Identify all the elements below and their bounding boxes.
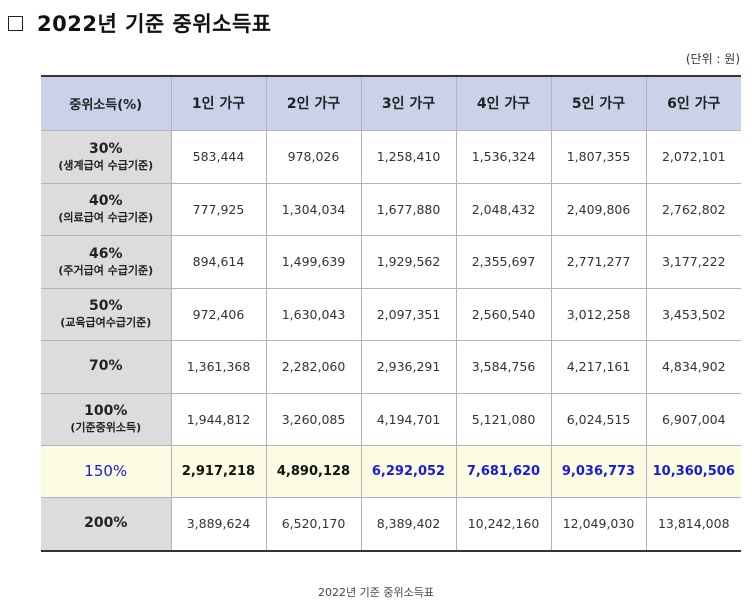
- table-cell: 3,177,222: [646, 235, 741, 289]
- table-cell: 3,889,624: [171, 497, 267, 552]
- table-cell: 7,681,620: [456, 445, 552, 498]
- row-label: 150%: [41, 445, 172, 498]
- table-cell: 972,406: [171, 288, 267, 341]
- table-cell: 4,217,161: [551, 340, 647, 394]
- table-cell: 894,614: [171, 235, 267, 289]
- table-cell: 3,584,756: [456, 340, 552, 394]
- table-row-40: 40% (의료급여 수급기준) 777,925 1,304,034 1,677,…: [41, 183, 741, 236]
- table-cell: 2,917,218: [171, 445, 267, 498]
- row-label: 46% (주거급여 수급기준): [41, 235, 172, 289]
- row-label: 70%: [41, 340, 172, 394]
- table-cell: 2,072,101: [646, 130, 741, 184]
- row-pct: 200%: [84, 515, 128, 532]
- table-cell: 5,121,080: [456, 393, 552, 446]
- table-cell: 2,355,697: [456, 235, 552, 289]
- table-cell: 10,242,160: [456, 497, 552, 552]
- row-label: 30% (생계급여 수급기준): [41, 130, 172, 184]
- row-pct: 50%: [88, 298, 123, 314]
- row-desc: (주거급여 수급기준): [58, 263, 154, 277]
- table-header-row: 중위소득(%) 1인 가구 2인 가구 3인 가구 4인 가구 5인 가구 6인…: [41, 76, 741, 131]
- table-cell: 2,409,806: [551, 183, 647, 236]
- table-cell: 3,012,258: [551, 288, 647, 341]
- row-pct: 70%: [88, 358, 123, 374]
- table-cell: 1,630,043: [266, 288, 362, 341]
- table-row-200: 200% 3,889,624 6,520,170 8,389,402 10,24…: [41, 497, 741, 552]
- table-cell: 4,834,902: [646, 340, 741, 394]
- table-row-46: 46% (주거급여 수급기준) 894,614 1,499,639 1,929,…: [41, 235, 741, 289]
- row-pct: 40%: [88, 193, 123, 209]
- title-text: 2022년 기준 중위소득표: [37, 12, 272, 36]
- table-cell: 1,929,562: [361, 235, 457, 289]
- row-label: 200%: [41, 497, 172, 552]
- row-desc: (의료급여 수급기준): [58, 211, 154, 224]
- header-4-person: 4인 가구: [456, 76, 552, 131]
- table-cell: 6,024,515: [551, 393, 647, 446]
- table-cell: 6,292,052: [361, 445, 457, 498]
- page-title: 2022년 기준 중위소득표: [8, 8, 272, 38]
- table-cell: 978,026: [266, 130, 362, 184]
- table-cell: 13,814,008: [646, 497, 741, 552]
- table-row-50: 50% (교육급여수급기준) 972,406 1,630,043 2,097,3…: [41, 288, 741, 341]
- table-cell: 1,677,880: [361, 183, 457, 236]
- row-label: 40% (의료급여 수급기준): [41, 183, 172, 236]
- table-cell: 10,360,506: [646, 445, 741, 498]
- header-5-person: 5인 가구: [551, 76, 647, 131]
- row-pct: 30%: [88, 140, 123, 157]
- table-cell: 1,499,639: [266, 235, 362, 289]
- table-row-70: 70% 1,361,368 2,282,060 2,936,291 3,584,…: [41, 340, 741, 394]
- row-pct: 100%: [84, 403, 128, 419]
- table-cell: 4,194,701: [361, 393, 457, 446]
- table-cell: 1,361,368: [171, 340, 267, 394]
- table-cell: 777,925: [171, 183, 267, 236]
- image-caption: 2022년 기준 중위소득표: [318, 586, 434, 599]
- table-cell: 1,536,324: [456, 130, 552, 184]
- header-2-person: 2인 가구: [266, 76, 362, 131]
- table-cell: 12,049,030: [551, 497, 647, 552]
- table-cell: 1,304,034: [266, 183, 362, 236]
- row-pct: 150%: [84, 461, 128, 480]
- median-income-table: 중위소득(%) 1인 가구 2인 가구 3인 가구 4인 가구 5인 가구 6인…: [41, 75, 741, 552]
- table-cell: 1,258,410: [361, 130, 457, 184]
- table-cell: 2,560,540: [456, 288, 552, 341]
- header-median-income-pct: 중위소득(%): [41, 76, 172, 131]
- table-cell: 583,444: [171, 130, 267, 184]
- row-desc: (생계급여 수급기준): [58, 158, 154, 172]
- table-cell: 1,807,355: [551, 130, 647, 184]
- row-desc: (교육급여수급기준): [60, 316, 152, 329]
- table-cell: 2,762,802: [646, 183, 741, 236]
- table-row-100: 100% (기준중위소득) 1,944,812 3,260,085 4,194,…: [41, 393, 741, 446]
- row-label: 50% (교육급여수급기준): [41, 288, 172, 341]
- table-row-30: 30% (생계급여 수급기준) 583,444 978,026 1,258,41…: [41, 130, 741, 184]
- checkbox-square-icon: [8, 15, 23, 31]
- table-cell: 2,771,277: [551, 235, 647, 289]
- table-cell: 4,890,128: [266, 445, 362, 498]
- table-cell: 2,936,291: [361, 340, 457, 394]
- table-cell: 2,048,432: [456, 183, 552, 236]
- header-3-person: 3인 가구: [361, 76, 457, 131]
- table-cell: 8,389,402: [361, 497, 457, 552]
- table-cell: 2,097,351: [361, 288, 457, 341]
- row-label: 100% (기준중위소득): [41, 393, 172, 446]
- header-1-person: 1인 가구: [171, 76, 267, 131]
- row-desc: (기준중위소득): [70, 421, 142, 434]
- table-cell: 9,036,773: [551, 445, 647, 498]
- header-6-person: 6인 가구: [646, 76, 741, 131]
- table-cell: 3,260,085: [266, 393, 362, 446]
- table-cell: 3,453,502: [646, 288, 741, 341]
- table-cell: 6,520,170: [266, 497, 362, 552]
- table-row-150-highlight: 150% 2,917,218 4,890,128 6,292,052 7,681…: [41, 445, 741, 498]
- row-pct: 46%: [88, 245, 123, 262]
- table-cell: 6,907,004: [646, 393, 741, 446]
- table-cell: 2,282,060: [266, 340, 362, 394]
- unit-label: (단위 : 원): [685, 52, 740, 66]
- table-cell: 1,944,812: [171, 393, 267, 446]
